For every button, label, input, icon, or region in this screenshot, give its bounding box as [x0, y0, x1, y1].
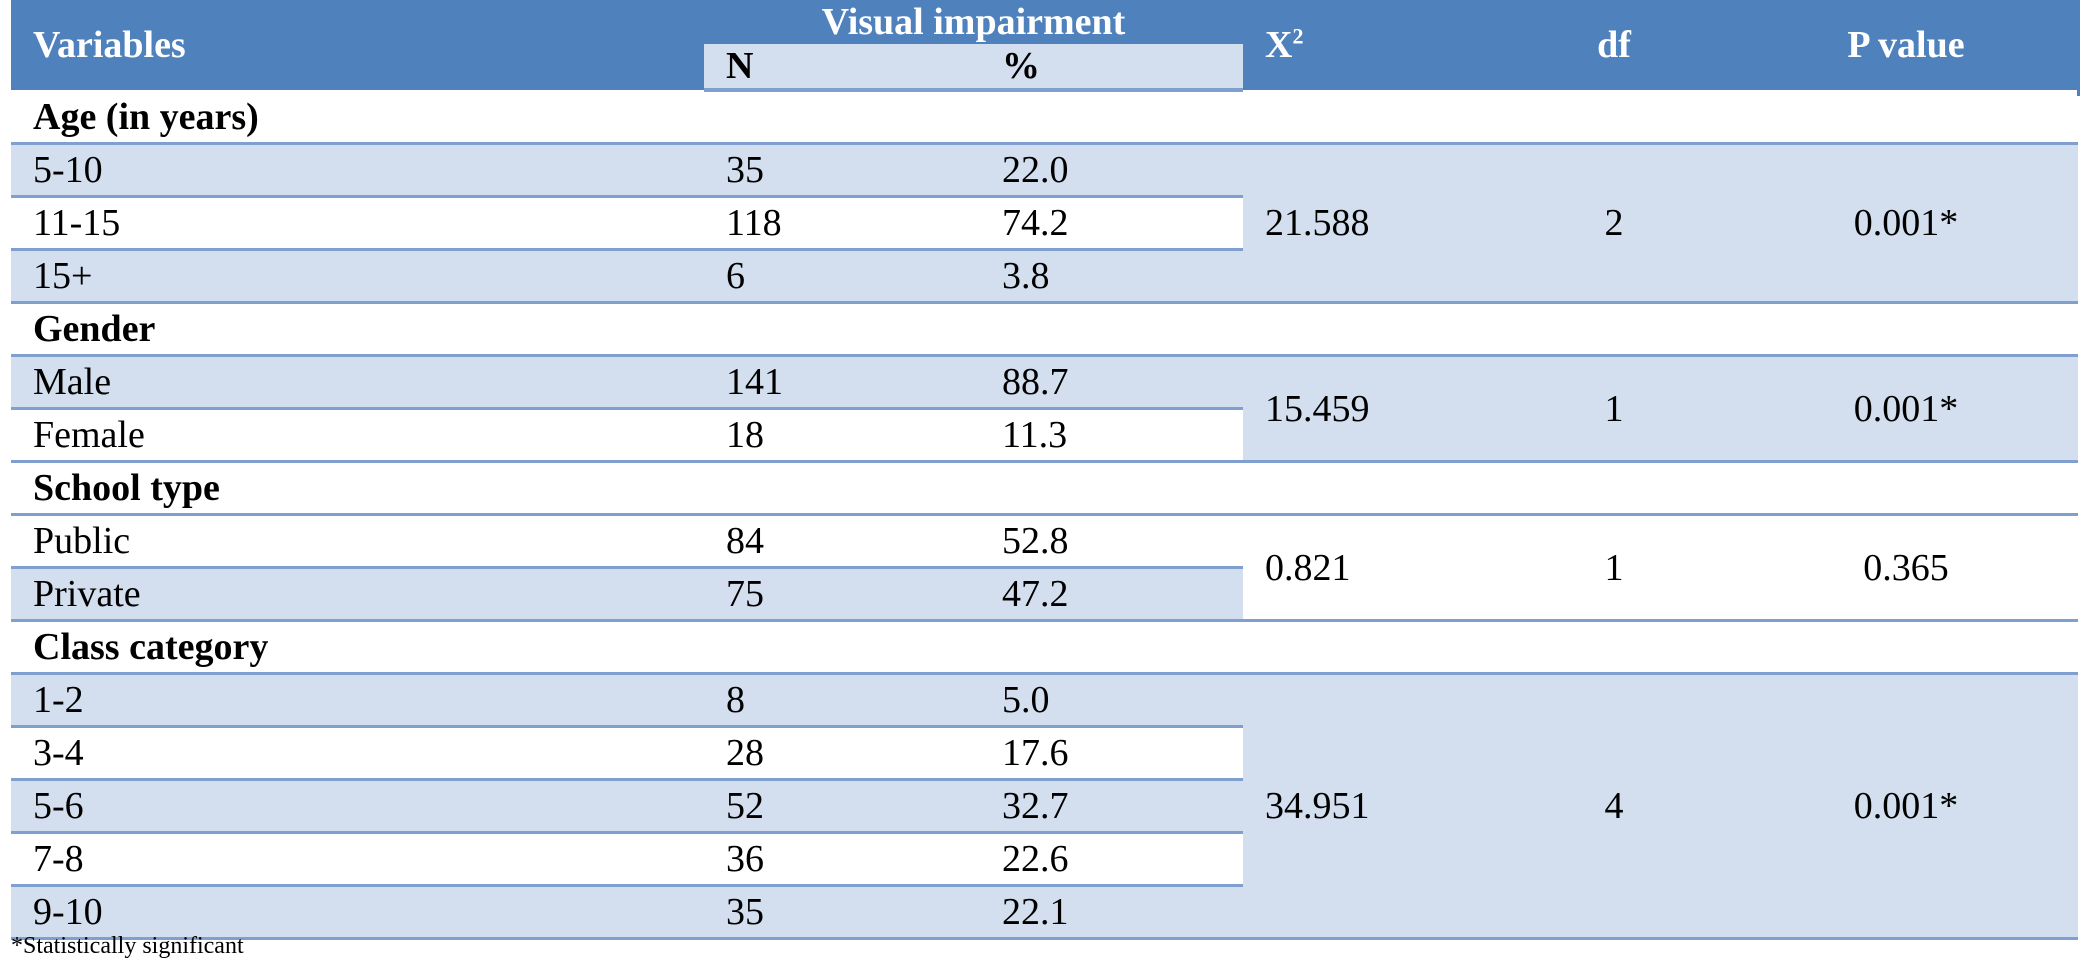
n-cell: 6 — [704, 249, 980, 304]
footnote: *Statistically significant — [11, 933, 244, 959]
variable-cell: 11-15 — [11, 196, 704, 251]
table-body: Age (in years) 5-10 35 22.0 21.588 2 0.001* 11-… — [11, 90, 2078, 940]
variable-cell: Public — [11, 514, 704, 569]
data-row: 7-8 36 22.6 — [11, 832, 2078, 887]
p-value-cell: 0.365 — [1734, 514, 2078, 622]
variable-cell: Private — [11, 567, 704, 622]
data-row: 5-6 52 32.7 — [11, 779, 2078, 834]
chi-square-cell: 15.459 — [1243, 355, 1494, 463]
p-value-cell: 0.001* — [1734, 143, 2078, 304]
variable-cell: 9-10 — [11, 885, 704, 940]
df-cell: 2 — [1494, 143, 1734, 304]
n-cell: 35 — [704, 143, 980, 198]
n-cell: 18 — [704, 408, 980, 463]
group-row: Class category — [11, 620, 2078, 675]
header-variables: Variables — [11, 0, 704, 90]
data-row: 11-15 118 74.2 — [11, 196, 2078, 251]
n-cell: 28 — [704, 726, 980, 781]
n-cell: 75 — [704, 567, 980, 622]
n-cell: 8 — [704, 673, 980, 728]
n-cell: 141 — [704, 355, 980, 410]
percent-cell: 22.1 — [980, 885, 1243, 940]
df-cell: 4 — [1494, 673, 1734, 940]
group-name: Gender — [11, 302, 2078, 357]
data-row: 3-4 28 17.6 — [11, 726, 2078, 781]
n-cell: 36 — [704, 832, 980, 887]
n-cell: 52 — [704, 779, 980, 834]
header-p-value: P value — [1734, 0, 2078, 90]
header-chi-square: X2 — [1243, 0, 1494, 90]
header-visual-impairment: Visual impairment — [704, 0, 1243, 44]
data-row: Female 18 11.3 — [11, 408, 2078, 463]
header-df: df — [1494, 0, 1734, 90]
variable-cell: 1-2 — [11, 673, 704, 728]
chi-square-cell: 0.821 — [1243, 514, 1494, 622]
df-cell: 1 — [1494, 355, 1734, 463]
variable-cell: 7-8 — [11, 832, 704, 887]
df-cell: 1 — [1494, 514, 1734, 622]
header-edge — [2077, 0, 2080, 96]
data-row: Public 84 52.8 0.821 1 0.365 — [11, 514, 2078, 622]
chi-symbol: X — [1265, 24, 1293, 66]
data-row: 5-10 35 22.0 21.588 2 0.001* — [11, 143, 2078, 304]
percent-cell: 52.8 — [980, 514, 1243, 569]
p-value-cell: 0.001* — [1734, 355, 2078, 463]
data-row: 1-2 8 5.0 34.951 4 0.001* — [11, 673, 2078, 940]
percent-cell: 22.6 — [980, 832, 1243, 887]
results-table: Variables Visual impairment X2 df P valu… — [11, 0, 2078, 940]
data-row: Male 141 88.7 15.459 1 0.001* — [11, 355, 2078, 463]
variable-cell: 5-10 — [11, 143, 704, 198]
header-percent: % — [980, 44, 1243, 92]
group-row: Age (in years) — [11, 90, 2078, 145]
n-cell: 118 — [704, 196, 980, 251]
percent-cell: 32.7 — [980, 779, 1243, 834]
variable-cell: Male — [11, 355, 704, 410]
group-name: Class category — [11, 620, 2078, 675]
group-row: School type — [11, 461, 2078, 516]
percent-cell: 11.3 — [980, 408, 1243, 463]
percent-cell: 74.2 — [980, 196, 1243, 251]
variable-cell: 5-6 — [11, 779, 704, 834]
percent-cell: 47.2 — [980, 567, 1243, 622]
chi-superscript: 2 — [1292, 23, 1304, 49]
variable-cell: Female — [11, 408, 704, 463]
group-name: Age (in years) — [11, 90, 2078, 145]
group-name: School type — [11, 461, 2078, 516]
variable-cell: 3-4 — [11, 726, 704, 781]
data-row: 9-10 35 22.1 — [11, 885, 2078, 940]
n-cell: 84 — [704, 514, 980, 569]
group-row: Gender — [11, 302, 2078, 357]
percent-cell: 3.8 — [980, 249, 1243, 304]
p-value-cell: 0.001* — [1734, 673, 2078, 940]
percent-cell: 17.6 — [980, 726, 1243, 781]
chi-square-cell: 34.951 — [1243, 673, 1494, 940]
chi-square-cell: 21.588 — [1243, 143, 1494, 304]
data-row: Private 75 47.2 — [11, 567, 2078, 622]
percent-cell: 5.0 — [980, 673, 1243, 728]
n-cell: 35 — [704, 885, 980, 940]
variable-cell: 15+ — [11, 249, 704, 304]
percent-cell: 22.0 — [980, 143, 1243, 198]
percent-cell: 88.7 — [980, 355, 1243, 410]
header-n: N — [704, 44, 980, 92]
data-row: 15+ 6 3.8 — [11, 249, 2078, 304]
